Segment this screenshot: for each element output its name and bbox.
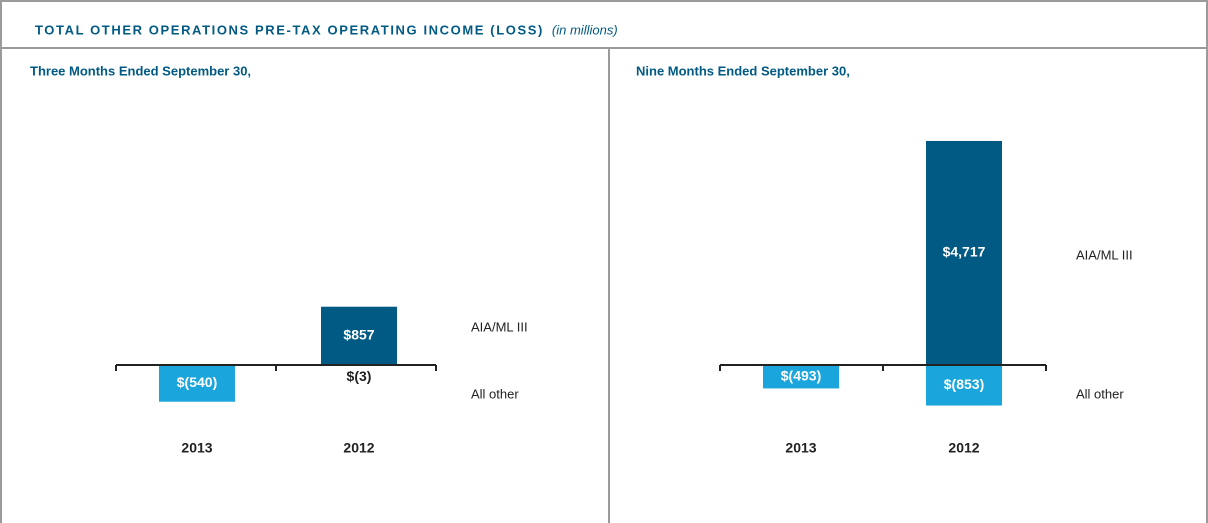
x-tick-label: 2013 bbox=[181, 440, 212, 456]
x-tick-label: 2012 bbox=[948, 440, 979, 456]
bar-segment bbox=[321, 306, 397, 365]
data-label: $857 bbox=[343, 327, 374, 343]
panel-subtitle: Three Months Ended September 30, bbox=[30, 63, 251, 78]
legend-label: All other bbox=[1076, 386, 1124, 401]
bar-segment bbox=[763, 365, 839, 389]
x-tick-label: 2012 bbox=[343, 440, 374, 456]
legend-label: AIA/ML III bbox=[471, 319, 528, 334]
panel-subtitle: Nine Months Ended September 30, bbox=[636, 63, 850, 78]
data-label: $4,717 bbox=[943, 244, 986, 260]
data-label: $(3) bbox=[347, 368, 372, 384]
bar-segment bbox=[926, 140, 1002, 365]
title-note: (in millions) bbox=[552, 22, 618, 37]
data-label: $(540) bbox=[177, 374, 217, 390]
bar-segment bbox=[159, 365, 235, 402]
data-label: $(853) bbox=[944, 376, 984, 392]
data-label: $(493) bbox=[781, 367, 821, 383]
x-tick-label: 2013 bbox=[785, 440, 816, 456]
title: TOTAL OTHER OPERATIONS PRE-TAX OPERATING… bbox=[35, 22, 544, 37]
bar-segment bbox=[926, 365, 1002, 406]
legend-label: AIA/ML III bbox=[1076, 247, 1133, 262]
legend-label: All other bbox=[471, 386, 519, 401]
